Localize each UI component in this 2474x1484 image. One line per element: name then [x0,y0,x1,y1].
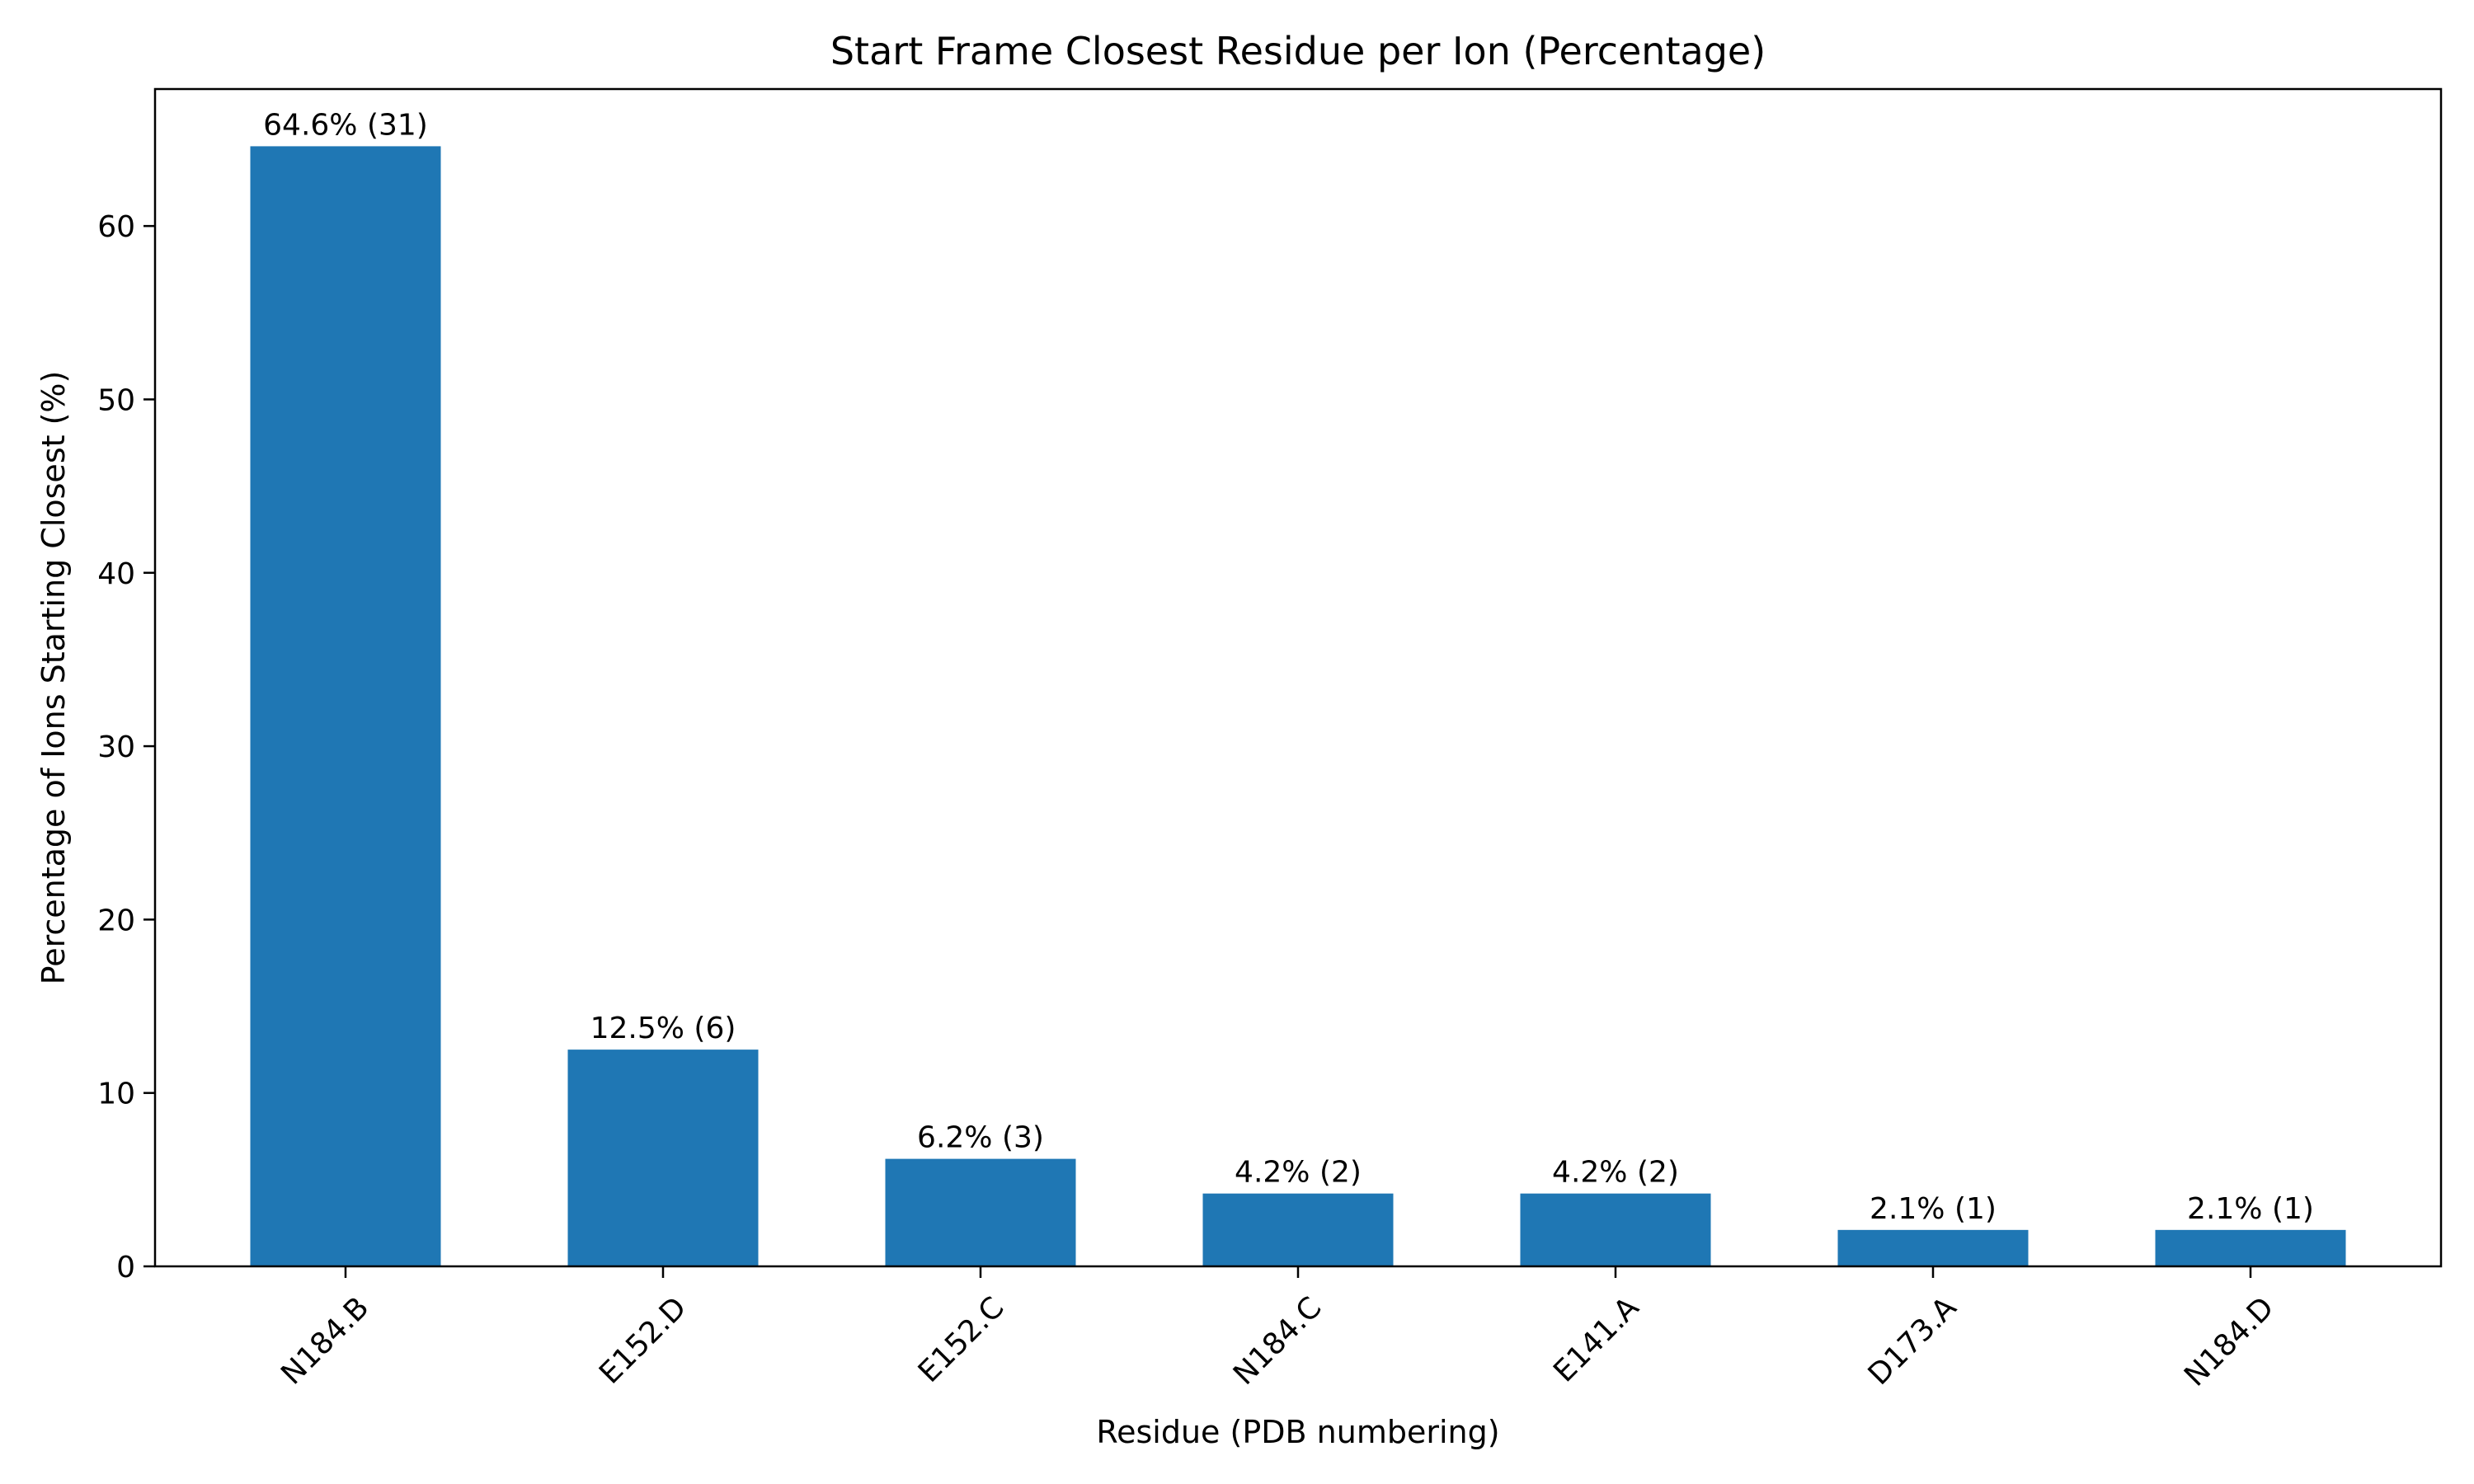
bar-e141-a [1520,1193,1711,1266]
bar-data-label: 12.5% (6) [590,1012,736,1045]
bar-data-label: 4.2% (2) [1552,1156,1679,1190]
bar-data-label: 2.1% (1) [1870,1192,1997,1226]
x-axis-label: Residue (PDB numbering) [1096,1414,1499,1450]
plot-frame [153,87,2443,1268]
bar-labels-layer: 64.6% (31) 12.5% (6) 6.2% (3) 4.2% (2) 4.2% … [263,108,2314,1225]
y-axis-label: Percentage of Ions Starting Closest (%) [35,371,72,985]
bar-e152-d [567,1050,759,1266]
bar-d173-a [1837,1229,2029,1266]
x-tick-label: N184.C [1227,1290,1328,1391]
bar-data-label: 64.6% (31) [263,108,428,142]
y-axis: 0 10 20 30 40 50 60 [97,210,155,1284]
y-tick-label: 10 [97,1078,135,1111]
y-tick-label: 60 [97,210,135,244]
x-tick-label: D173.A [1862,1290,1964,1392]
bar-data-label: 2.1% (1) [2187,1192,2314,1226]
y-tick-label: 20 [97,904,135,937]
bar-data-label: 4.2% (2) [1235,1156,1362,1190]
bar-n184-c [1202,1193,1394,1266]
x-tick-label: E152.C [912,1290,1011,1389]
x-tick-label: E152.D [593,1290,693,1390]
bar-data-label: 6.2% (3) [917,1121,1044,1155]
x-axis: N184.B E152.D E152.C N184.C E141.A D173.A N184… [275,1266,2280,1393]
y-tick-label: 0 [116,1251,135,1284]
x-tick-label: N184.B [275,1290,375,1391]
y-tick-label: 30 [97,730,135,764]
chart-title: Start Frame Closest Residue per Ion (Per… [830,29,1766,73]
bar-n184-d [2155,1229,2346,1266]
x-tick-label: N184.D [2178,1290,2280,1392]
y-tick-label: 50 [97,383,135,417]
bar-e152-c [885,1158,1076,1266]
bar-n184-b [250,146,441,1266]
bars-layer [250,146,2346,1266]
x-tick-label: E141.A [1547,1290,1645,1388]
y-tick-label: 40 [97,557,135,591]
